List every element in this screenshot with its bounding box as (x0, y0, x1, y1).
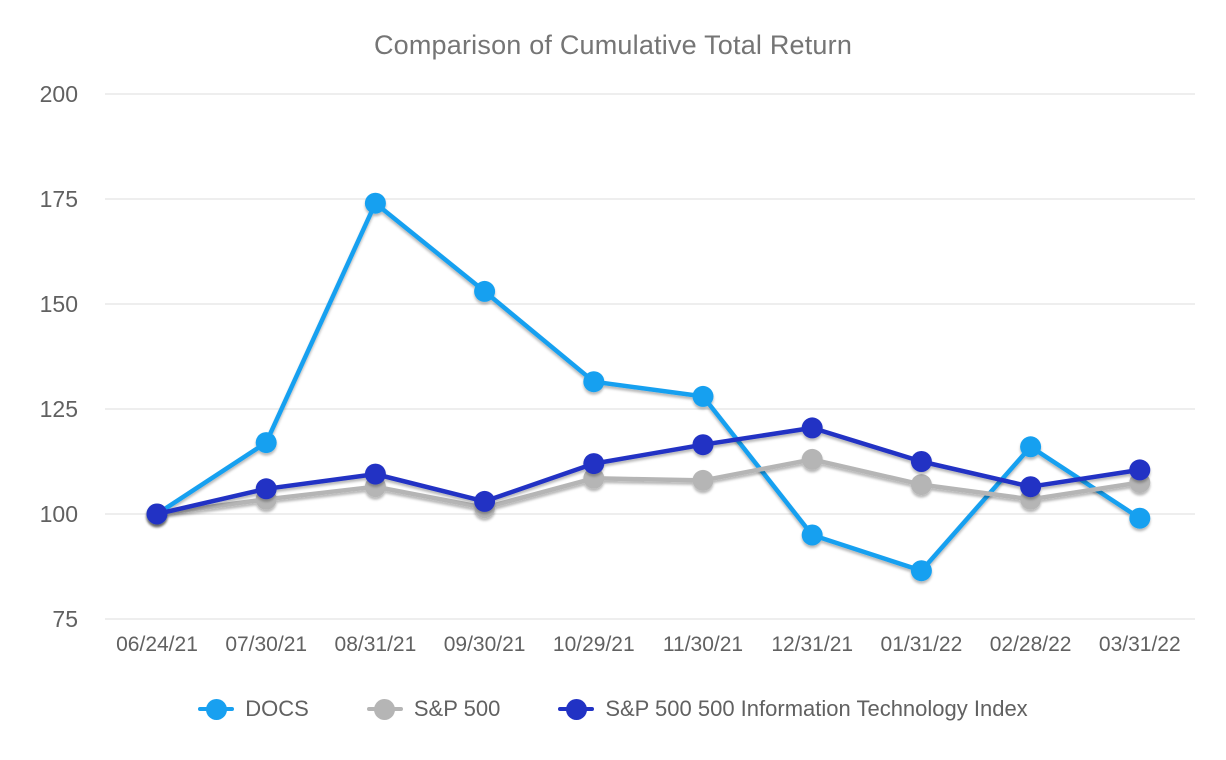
legend-item-s-p-500: S&P 500 (366, 696, 501, 722)
x-tick-label: 12/31/21 (771, 633, 853, 656)
data-point (364, 463, 386, 485)
series-line (154, 425, 1143, 517)
data-point (692, 469, 714, 491)
chart-title: Comparison of Cumulative Total Return (373, 30, 853, 60)
legend-marker-icon (558, 698, 595, 720)
data-point (910, 451, 932, 472)
data-point (255, 432, 277, 454)
x-tick-label: 08/31/21 (335, 633, 417, 656)
y-tick-label: 75 (52, 606, 78, 632)
data-point (1020, 476, 1042, 498)
data-point (801, 417, 823, 439)
legend-marker-icon (366, 698, 403, 720)
y-tick-label: 200 (40, 81, 78, 107)
series-s-p-500-500-information-technology-index (146, 417, 1151, 525)
legend-item-s-p-500-500-information-technology-index: S&P 500 500 Information Technology Index (558, 696, 1028, 722)
x-tick-label: 09/30/21 (444, 633, 526, 656)
x-tick-label: 10/29/21 (553, 633, 635, 656)
x-tick-label: 06/24/21 (116, 633, 198, 656)
legend-marker-icon (198, 698, 235, 720)
series-docs (146, 192, 1151, 582)
data-point (801, 524, 823, 546)
legend-dot-icon (374, 698, 396, 720)
data-point (910, 560, 932, 582)
x-tick-label: 02/28/22 (990, 633, 1072, 656)
x-tick-label: 01/31/22 (881, 633, 963, 656)
y-tick-label: 150 (40, 291, 78, 317)
legend-label: DOCS (245, 696, 309, 721)
series-line (154, 457, 1143, 517)
data-point (692, 385, 714, 407)
legend-label: S&P 500 (413, 696, 501, 721)
legend-dot-icon (565, 698, 587, 720)
x-tick-label: 07/30/21 (225, 633, 307, 656)
data-point (255, 478, 277, 500)
data-point (474, 490, 496, 512)
y-tick-label: 100 (40, 501, 78, 527)
x-tick-label: 11/30/21 (663, 633, 743, 656)
legend-dot-icon (205, 698, 227, 720)
data-point (692, 434, 714, 456)
legend-item-docs: DOCS (198, 696, 309, 722)
data-point (146, 503, 168, 525)
chart-legend: DOCS S&P 500 S&P 500 500 Information Techn… (0, 688, 1226, 730)
series-line (154, 200, 1143, 573)
data-point (1129, 507, 1151, 529)
y-tick-label: 175 (40, 186, 78, 212)
data-point (583, 453, 605, 475)
data-point (801, 448, 823, 470)
data-point (1129, 459, 1151, 481)
data-point (1020, 436, 1042, 458)
data-point (583, 371, 605, 393)
data-point (364, 192, 386, 214)
y-tick-label: 125 (40, 396, 78, 422)
data-point (474, 280, 496, 302)
data-point (583, 467, 605, 489)
x-tick-label: 03/31/22 (1099, 633, 1181, 656)
chart-canvas: 75 100 125 150 175 200 06/24/21 07/30/21 08/31/2… (40, 81, 1195, 656)
legend-label: S&P 500 500 Information Technology Index (605, 696, 1028, 721)
data-point (910, 474, 932, 496)
